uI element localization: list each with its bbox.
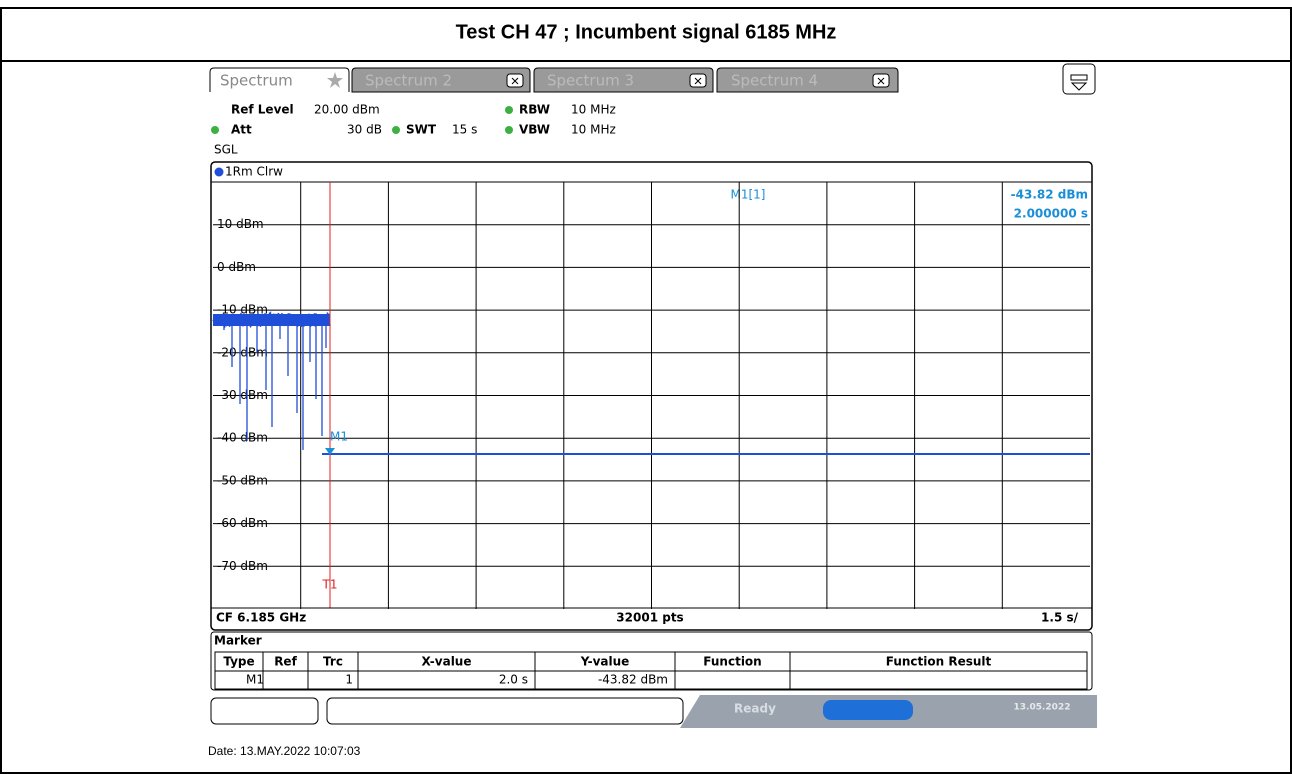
cell: 1 — [345, 673, 353, 687]
status-date: 13.05.2022 — [1014, 703, 1071, 713]
indicator — [505, 126, 513, 134]
indicator — [505, 106, 513, 114]
tab-label: Spectrum 4 — [731, 72, 818, 90]
y-label: -10 dBm — [217, 303, 268, 317]
column-header: Ref — [274, 655, 297, 669]
setting-label: RBW — [519, 103, 550, 117]
y-label: 0 dBm — [217, 260, 256, 274]
tab[interactable] — [351, 67, 531, 93]
tabs: Spectrum Spectrum 2 Spectrum 3 Spectrum … — [209, 63, 1096, 95]
settings: Ref Level 20.00 dBm RBW 10 MHz Att 30 dB… — [211, 103, 616, 157]
trace — [212, 310, 1090, 455]
marker-label: M1 — [330, 430, 348, 444]
column-header: Y-value — [580, 655, 630, 669]
star-icon — [327, 72, 343, 88]
setting-value: 20.00 dBm — [314, 103, 380, 117]
marker-time: 2.000000 s — [1014, 207, 1088, 221]
tab[interactable] — [533, 67, 714, 93]
indicator — [211, 126, 219, 134]
tab-label: Spectrum 3 — [547, 72, 634, 90]
tab[interactable] — [209, 67, 350, 92]
setting-value: 10 MHz — [571, 123, 616, 137]
setting-label: Att — [231, 123, 252, 137]
mode: SGL — [214, 143, 238, 157]
columns: Type Ref Trc X-value Y-value Function Function… — [223, 652, 992, 689]
y-label: -20 dBm — [217, 345, 268, 359]
setting-value: 30 dB — [347, 123, 382, 137]
trigger-label: T1 — [322, 578, 338, 592]
status-box — [210, 697, 319, 725]
y-label: -50 dBm — [217, 473, 268, 487]
center-freq: CF 6.185 GHz — [216, 611, 306, 625]
sweep-time: 1.5 s/ — [1041, 611, 1079, 625]
column-header: Trc — [323, 655, 343, 669]
y-label: -70 dBm — [217, 559, 268, 573]
setting-label: SWT — [406, 123, 437, 137]
column-header: X-value — [422, 655, 472, 669]
marker-table-frame — [210, 631, 1093, 691]
menu-icon — [1070, 74, 1088, 91]
cell: -43.82 dBm — [598, 673, 668, 687]
indicator — [392, 126, 400, 134]
marker-symbol — [325, 448, 335, 455]
tab[interactable] — [716, 67, 899, 93]
marker-level: -43.82 dBm — [1011, 188, 1088, 202]
column-header: Type — [223, 655, 254, 669]
tab-label: Spectrum 2 — [365, 72, 452, 90]
column-header: Function Result — [886, 655, 992, 669]
close-buttons — [506, 73, 890, 88]
setting-value: 15 s — [452, 123, 477, 137]
trace-indicator — [214, 167, 224, 177]
menu-button[interactable] — [1062, 63, 1096, 95]
progress — [823, 700, 913, 720]
status-state: Ready — [734, 702, 776, 716]
y-label: -30 dBm — [217, 388, 268, 402]
y-label: -60 dBm — [217, 516, 268, 530]
marker-table-title: Marker — [214, 634, 262, 648]
tab-label: Spectrum — [220, 72, 293, 90]
points: 32001 pts — [616, 611, 683, 625]
y-label: -40 dBm — [217, 431, 268, 445]
status-box — [326, 697, 684, 725]
cell: M1 — [246, 673, 264, 687]
trace-label: 1Rm Clrw — [225, 165, 283, 179]
cell: 2.0 s — [499, 673, 528, 687]
grid: 10 dBm 0 dBm -10 dBm -20 dBm -30 dBm -40 dBm -… — [213, 182, 1090, 609]
date: Date: 13.MAY.2022 10:07:03 — [208, 744, 361, 758]
y-label: 10 dBm — [217, 217, 264, 231]
setting-value: 10 MHz — [571, 103, 616, 117]
setting-label: Ref Level — [231, 103, 294, 117]
outer-border — [0, 7, 1292, 774]
trace-band — [213, 314, 330, 326]
setting-label: VBW — [519, 123, 550, 137]
title: Test CH 47 ; Incumbent signal 6185 MHz — [456, 21, 837, 43]
column-header: Function — [703, 655, 761, 669]
marker-name: M1[1] — [731, 188, 766, 202]
